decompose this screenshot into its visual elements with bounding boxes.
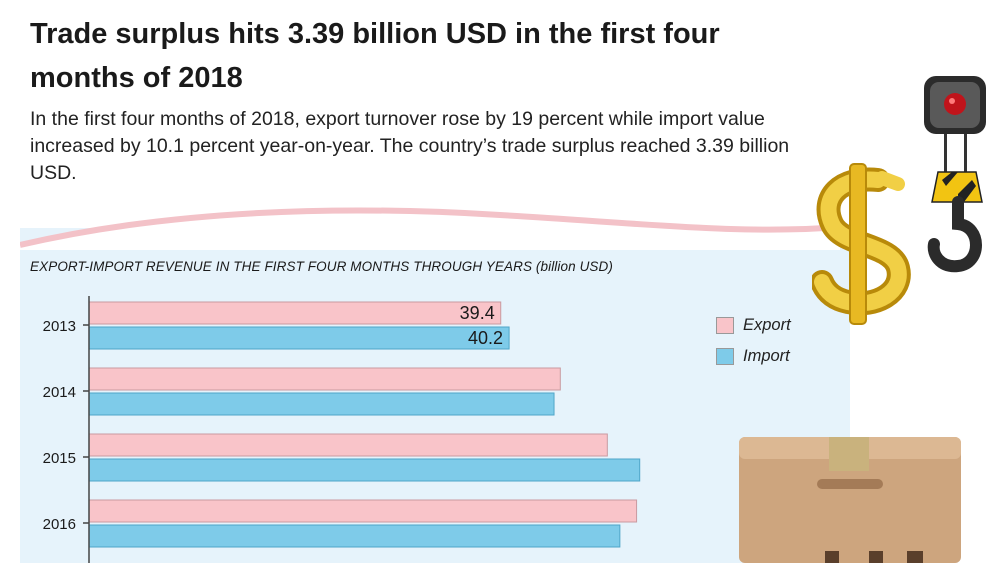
legend-item-import: Import [716, 341, 791, 372]
bar-import-2014 [88, 392, 555, 416]
bar-export-2013 [88, 301, 502, 325]
chart-legend: Export Import [716, 310, 791, 372]
decorative-wave [20, 207, 840, 250]
legend-label-import: Import [743, 347, 790, 365]
bar-import-2013 [88, 326, 510, 350]
legend-swatch-import [716, 348, 734, 365]
legend-swatch-export [716, 317, 734, 334]
tick-label-2014: 2014 [43, 384, 76, 401]
cardboard-box-icon [739, 437, 961, 563]
legend-label-export: Export [743, 316, 791, 334]
tick-label-2016: 2016 [43, 516, 76, 533]
bar-chart: 39.4 40.2 2013 2014 2015 2016 [43, 296, 641, 563]
dollar-sign-icon [812, 163, 911, 325]
bar-import-2016 [88, 524, 621, 548]
data-label-export-2013: 39.4 [460, 303, 495, 323]
bar-export-2014 [88, 367, 561, 391]
crane-hook-icon [812, 76, 986, 325]
page-subtitle: In the first four months of 2018, export… [30, 108, 790, 184]
chart-title: EXPORT-IMPORT REVENUE IN THE FIRST FOUR … [30, 259, 613, 274]
bar-import-2015 [88, 458, 641, 482]
tick-label-2015: 2015 [43, 450, 76, 467]
bar-export-2015 [88, 433, 608, 457]
data-label-import-2013: 40.2 [468, 328, 503, 348]
legend-item-export: Export [716, 310, 791, 341]
bar-export-2016 [88, 499, 638, 523]
page-title: Trade surplus hits 3.39 billion USD in t… [30, 18, 720, 94]
tick-label-2013: 2013 [43, 318, 76, 335]
